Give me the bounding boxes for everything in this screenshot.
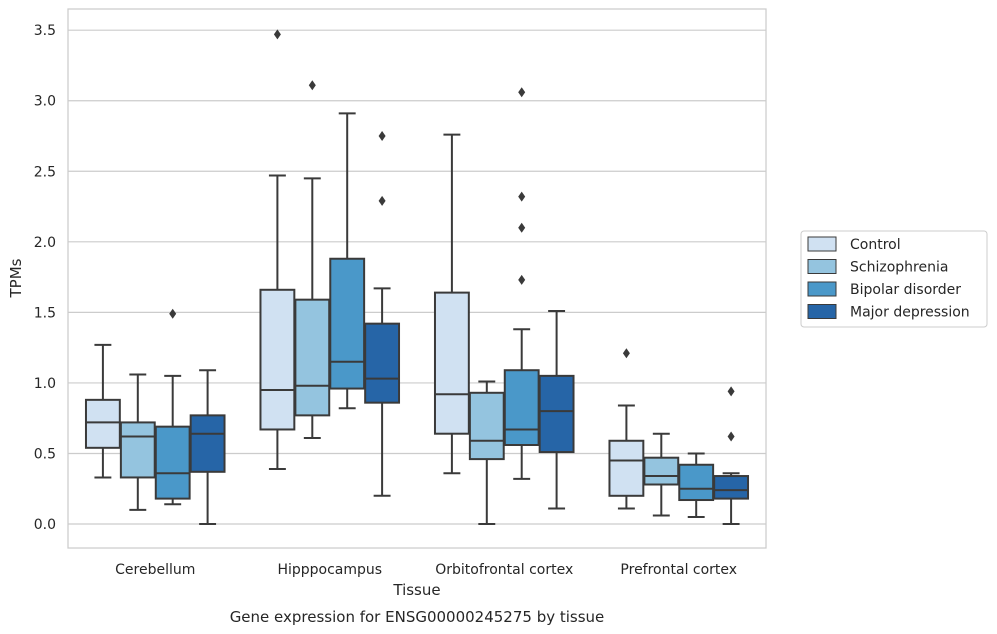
boxes xyxy=(84,29,750,526)
y-tick-label: 1.5 xyxy=(34,305,56,321)
box-body xyxy=(259,288,296,431)
box-2-3 xyxy=(538,309,575,510)
outlier-point xyxy=(518,222,526,233)
box-0-1 xyxy=(119,373,156,511)
legend-swatch xyxy=(807,304,837,319)
outlier-point xyxy=(622,348,630,359)
y-tick-label: 3.5 xyxy=(34,23,56,39)
box-2-0 xyxy=(433,133,470,475)
x-tick-label: Prefrontal cortex xyxy=(620,562,737,578)
legend: Control Schizophrenia Bipolar disorder Majo… xyxy=(800,230,988,328)
box-body xyxy=(119,421,156,479)
box-0-3 xyxy=(189,369,226,526)
y-tick-label: 3.0 xyxy=(34,94,56,110)
legend-frame xyxy=(800,230,988,328)
plot-frame xyxy=(67,8,767,549)
box-0-0 xyxy=(84,343,121,479)
outlier-point xyxy=(727,431,735,442)
box-body xyxy=(678,463,715,502)
legend-label: Major depression xyxy=(850,305,970,321)
outlier-point xyxy=(518,191,526,202)
box-body xyxy=(294,298,331,417)
legend-swatch xyxy=(807,281,837,297)
legend-label: Bipolar disorder xyxy=(850,282,961,298)
legend-label: Control xyxy=(850,237,901,253)
outlier-point xyxy=(308,80,316,91)
box-body xyxy=(364,322,401,404)
y-axis-label: TPMs xyxy=(7,258,25,298)
box-body xyxy=(643,456,680,486)
box-2-1 xyxy=(468,380,505,526)
box-3-2 xyxy=(678,452,715,518)
outlier-point xyxy=(169,308,177,319)
box-body xyxy=(538,374,575,454)
box-0-2 xyxy=(154,308,191,506)
x-tick-label: Cerebellum xyxy=(115,562,195,578)
x-axis-label: Tissue xyxy=(392,581,440,599)
box-body xyxy=(433,291,470,435)
box-body xyxy=(154,425,191,500)
box-body xyxy=(608,439,645,497)
box-3-1 xyxy=(643,432,680,517)
y-tick-labels: 0.0 0.5 1.0 1.5 2.0 2.5 3.0 3.5 xyxy=(34,23,56,533)
y-tick-label: 0.0 xyxy=(34,517,56,533)
y-tick-label: 1.0 xyxy=(34,376,56,392)
box-body xyxy=(713,475,750,500)
legend-swatch xyxy=(807,259,837,274)
box-3-0 xyxy=(608,348,645,510)
box-1-1 xyxy=(294,80,331,439)
box-body xyxy=(468,391,505,461)
box-1-0 xyxy=(259,29,296,470)
outlier-point xyxy=(727,386,735,397)
x-tick-labels: Cerebellum Hipppocampus Orbitofrontal cort… xyxy=(115,562,737,578)
box-2-2 xyxy=(503,87,540,480)
y-tick-label: 0.5 xyxy=(34,446,56,462)
outlier-point xyxy=(273,29,281,40)
box-body xyxy=(189,414,226,473)
chart-caption: Gene expression for ENSG00000245275 by t… xyxy=(230,608,605,626)
outlier-point xyxy=(518,274,526,285)
legend-swatch xyxy=(807,236,837,252)
outlier-point xyxy=(378,130,386,141)
box-1-3 xyxy=(364,130,401,497)
legend-label: Schizophrenia xyxy=(850,260,948,276)
box-3-3 xyxy=(713,386,750,526)
outlier-point xyxy=(378,195,386,206)
y-tick-label: 2.0 xyxy=(34,235,56,251)
x-tick-label: Hipppocampus xyxy=(277,562,382,578)
box-1-2 xyxy=(329,112,366,410)
outlier-point xyxy=(518,87,526,98)
x-tick-label: Orbitofrontal cortex xyxy=(435,562,573,578)
box-body xyxy=(503,369,540,446)
y-tick-label: 2.5 xyxy=(34,164,56,180)
box-body xyxy=(84,398,121,449)
box-body xyxy=(329,257,366,390)
